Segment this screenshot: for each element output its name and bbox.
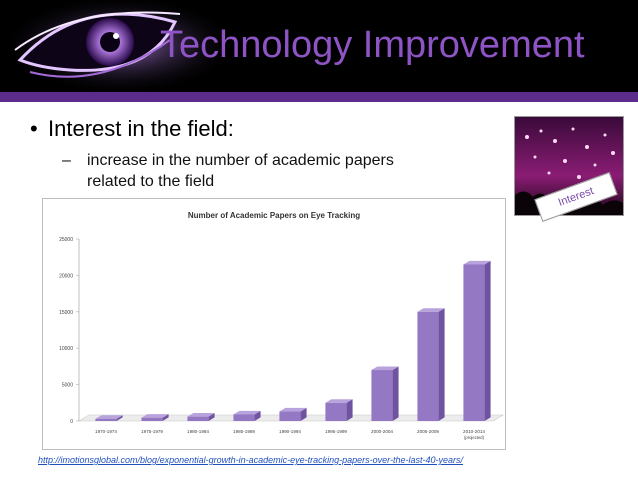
bar-side [300, 407, 307, 421]
x-tick-label: 1980-1984 [187, 429, 209, 434]
dash-icon: – [62, 152, 71, 169]
bar-front [279, 411, 301, 421]
bar [95, 415, 123, 421]
sub-bullet-text: increase in the number of academic paper… [87, 152, 394, 190]
bar [279, 407, 307, 421]
bar-side [392, 366, 399, 421]
bar [141, 414, 169, 421]
bullet-dot-icon: • [30, 116, 38, 141]
bar-front [417, 311, 439, 421]
bar-side [484, 260, 491, 421]
x-tick-note: (projected) [464, 435, 485, 440]
y-tick-label: 0 [70, 419, 73, 425]
sub-bullet: – increase in the number of academic pap… [62, 150, 427, 192]
y-tick-label: 20000 [59, 273, 73, 279]
thumbnail-image [514, 116, 624, 216]
bar-side [162, 414, 169, 421]
eye-illustration [0, 0, 240, 95]
x-tick-label: 2010-2014 [463, 429, 485, 434]
bar [187, 413, 215, 421]
bar-top [371, 366, 399, 371]
concert-lights-image [515, 117, 623, 215]
main-bullet: • Interest in the field: [30, 116, 234, 142]
bar-side [116, 415, 123, 421]
bar-front [463, 264, 485, 421]
bar-front [325, 402, 347, 421]
bar [233, 410, 261, 421]
x-tick-label: 1985-1989 [233, 429, 255, 434]
bar-top [233, 410, 261, 415]
bar-side [208, 413, 215, 421]
y-tick-label: 10000 [59, 346, 73, 352]
bar-front [141, 417, 163, 421]
x-tick-label: 2005-2009 [417, 429, 439, 434]
chart-title: Number of Academic Papers on Eye Trackin… [188, 211, 360, 220]
y-tick-label: 15000 [59, 310, 73, 316]
bar-top [95, 415, 123, 419]
x-tick-label: 1970-1974 [95, 429, 117, 434]
bar-top [141, 414, 169, 418]
bar-side [438, 308, 445, 421]
bar-front [187, 416, 209, 421]
chart-container: Number of Academic Papers on Eye Trackin… [42, 198, 506, 450]
bar [325, 399, 353, 421]
bar-top [187, 413, 215, 417]
slide-title: Technology Improvement [160, 24, 585, 66]
bar [417, 308, 445, 421]
y-tick-label: 25000 [59, 237, 73, 243]
bar-front [95, 418, 117, 421]
header-divider [0, 92, 638, 102]
y-tick-label: 5000 [62, 383, 73, 389]
bar-front [371, 370, 393, 421]
bar-top [417, 308, 445, 312]
source-link[interactable]: http://imotionsglobal.com/blog/exponenti… [38, 455, 464, 465]
x-tick-label: 1990-1994 [279, 429, 301, 434]
slide-header: Technology Improvement [0, 0, 638, 96]
papers-bar-chart: Number of Academic Papers on Eye Trackin… [59, 211, 505, 440]
x-tick-label: 2000-2004 [371, 429, 393, 434]
bar-front [233, 414, 255, 421]
bar [463, 260, 491, 421]
main-bullet-text: Interest in the field: [48, 116, 234, 141]
bar-top [279, 407, 307, 412]
bar-top [463, 260, 491, 265]
x-tick-label: 1975-1979 [141, 429, 163, 434]
x-tick-label: 1995-1999 [325, 429, 347, 434]
bar-top [325, 399, 353, 403]
bar [371, 366, 399, 421]
bar-side [254, 410, 261, 421]
bar-side [346, 399, 353, 421]
